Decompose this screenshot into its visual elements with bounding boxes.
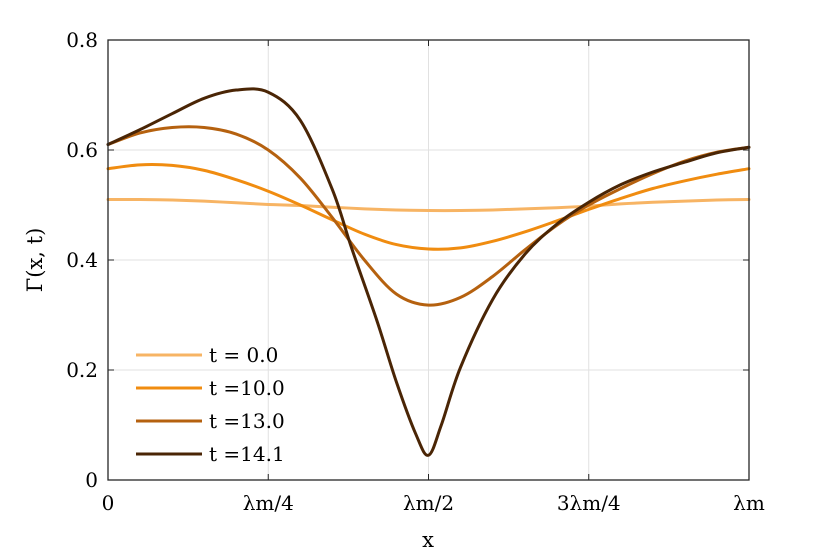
y-tick-label-0: 0 bbox=[85, 468, 98, 492]
y-tick-label-1: 0.2 bbox=[66, 358, 98, 382]
series-line-2 bbox=[106, 125, 751, 307]
x-tick-label-3: 3λm/4 bbox=[557, 491, 621, 515]
series-line-1 bbox=[106, 163, 751, 251]
legend: t = 0.0 t =10.0 t =13.0 t =14.1 bbox=[136, 343, 285, 466]
series-line-3 bbox=[106, 87, 751, 457]
x-axis-label: x bbox=[422, 528, 434, 552]
y-tick-label-4: 0.8 bbox=[66, 28, 98, 52]
x-tick-label-0: 0 bbox=[102, 491, 115, 515]
legend-label-0: t = 0.0 bbox=[209, 343, 278, 367]
y-tick-label-2: 0.4 bbox=[66, 248, 98, 272]
legend-label-3: t =14.1 bbox=[209, 442, 285, 466]
legend-label-1: t =10.0 bbox=[209, 376, 285, 400]
series-group bbox=[106, 87, 751, 457]
series-line-0 bbox=[106, 197, 751, 213]
y-tick-label-3: 0.6 bbox=[66, 138, 98, 162]
x-tick-label-1: λm/4 bbox=[243, 491, 294, 515]
ticks: 0 λm/4 λm/2 3λm/4 λm 0 0.2 0.4 0.6 0.8 bbox=[66, 28, 765, 515]
legend-label-2: t =13.0 bbox=[209, 409, 285, 433]
y-axis-label: Γ(x, t) bbox=[23, 228, 47, 293]
x-tick-label-2: λm/2 bbox=[403, 491, 454, 515]
x-tick-label-4: λm bbox=[733, 491, 765, 515]
grid bbox=[108, 40, 749, 480]
